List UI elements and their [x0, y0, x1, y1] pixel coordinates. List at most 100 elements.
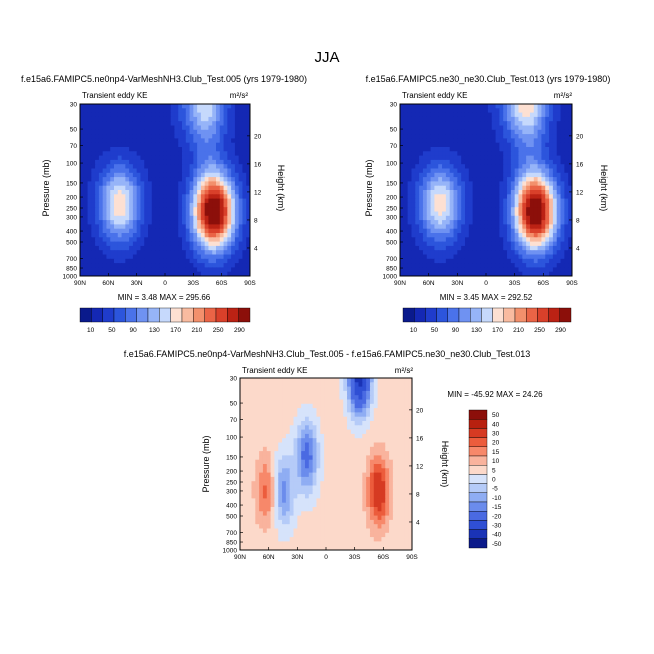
- contour-cell: [442, 164, 447, 170]
- contour-cell: [102, 172, 108, 178]
- contour-cell: [125, 233, 130, 238]
- contour-cell: [227, 250, 232, 256]
- contour-cell: [480, 155, 485, 161]
- contour-cell: [106, 134, 111, 139]
- contour-cell: [495, 233, 500, 238]
- contour-cell: [204, 220, 210, 225]
- contour-cell: [234, 112, 240, 118]
- contour-cell: [568, 181, 572, 187]
- contour-cell: [541, 108, 546, 114]
- contour-cell: [568, 104, 572, 109]
- contour-cell: [327, 481, 333, 487]
- contour-cell: [568, 267, 572, 273]
- contour-cell: [204, 190, 210, 195]
- contour-cell: [121, 168, 126, 174]
- contour-cell: [422, 220, 428, 225]
- contour-cell: [163, 233, 168, 238]
- contour-cell: [324, 425, 329, 431]
- panel-subtitle: Transient eddy KE: [402, 91, 468, 100]
- contour-cell: [189, 263, 194, 268]
- contour-cell: [234, 177, 240, 182]
- contour-cell: [411, 211, 416, 217]
- contour-cell: [389, 421, 394, 426]
- contour-cell: [556, 104, 562, 109]
- contour-cell: [526, 155, 531, 161]
- contour-cell: [549, 147, 554, 152]
- contour-cell: [464, 271, 470, 276]
- contour-cell: [289, 425, 295, 431]
- contour-cell: [170, 168, 176, 174]
- contour-cell: [251, 464, 256, 469]
- contour-cell: [91, 134, 96, 139]
- contour-cell: [434, 245, 439, 251]
- contour-cell: [293, 485, 298, 491]
- contour-cell: [223, 108, 228, 114]
- contour-cell: [182, 271, 187, 276]
- y-tick-label: 50: [390, 127, 398, 134]
- contour-cell: [243, 403, 249, 409]
- contour-cell: [514, 129, 520, 135]
- contour-cell: [255, 429, 260, 435]
- contour-cell: [503, 202, 508, 208]
- contour-cell: [251, 451, 256, 456]
- contour-cell: [125, 138, 130, 144]
- contour-cell: [503, 116, 508, 122]
- contour-cell: [178, 168, 183, 174]
- contour-cell: [159, 198, 164, 204]
- contour-cell: [392, 403, 398, 409]
- contour-cell: [117, 194, 123, 200]
- contour-cell: [114, 224, 119, 230]
- contour-cell: [415, 116, 420, 122]
- contour-cell: [136, 254, 142, 260]
- contour-cell: [408, 476, 412, 482]
- contour-cell: [362, 451, 367, 456]
- contour-cell: [148, 233, 153, 238]
- contour-cell: [347, 386, 352, 392]
- contour-cell: [304, 451, 310, 456]
- contour-cell: [242, 263, 247, 268]
- contour-cell: [178, 155, 183, 161]
- contour-cell: [278, 459, 283, 465]
- contour-cell: [533, 207, 539, 213]
- contour-cell: [155, 190, 160, 195]
- contour-cell: [453, 172, 458, 178]
- contour-cell: [189, 155, 194, 161]
- contour-cell: [87, 220, 92, 225]
- contour-cell: [170, 129, 176, 135]
- contour-cell: [110, 181, 115, 187]
- contour-cell: [219, 138, 225, 144]
- contour-cell: [476, 237, 481, 243]
- contour-cell: [132, 151, 138, 157]
- contour-cell: [155, 164, 160, 170]
- contour-cell: [278, 429, 283, 435]
- contour-cell: [347, 485, 352, 491]
- contour-cell: [174, 121, 179, 127]
- contour-cell: [522, 250, 527, 256]
- contour-cell: [331, 446, 337, 452]
- contour-cell: [347, 446, 352, 452]
- contour-cell: [208, 245, 213, 251]
- contour-cell: [312, 408, 318, 413]
- contour-cell: [227, 108, 232, 114]
- contour-cell: [102, 254, 108, 260]
- contour-cell: [320, 459, 325, 465]
- contour-cell: [144, 164, 149, 170]
- contour-cell: [204, 108, 210, 114]
- contour-cell: [174, 164, 179, 170]
- contour-cell: [381, 416, 386, 422]
- contour-cell: [148, 202, 153, 208]
- contour-cell: [312, 412, 318, 418]
- contour-cell: [549, 142, 554, 148]
- contour-cell: [560, 147, 565, 152]
- contour-cell: [400, 168, 405, 174]
- contour-cell: [507, 245, 512, 251]
- contour-cell: [185, 237, 191, 243]
- contour-cell: [415, 181, 420, 187]
- contour-cell: [140, 207, 145, 213]
- contour-cell: [255, 378, 260, 383]
- contour-cell: [246, 263, 250, 268]
- contour-cell: [83, 198, 89, 204]
- contour-cell: [438, 116, 443, 122]
- contour-cell: [457, 207, 462, 213]
- contour-cell: [507, 104, 512, 109]
